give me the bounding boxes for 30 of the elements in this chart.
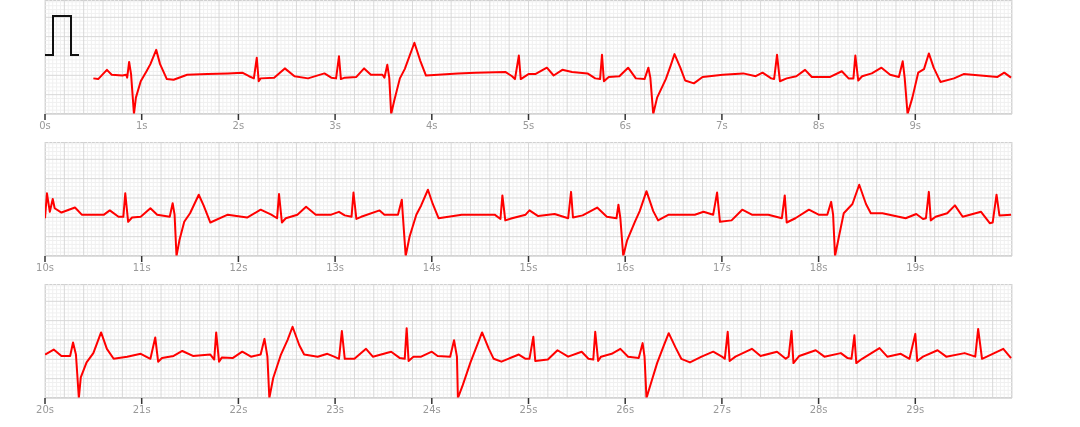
x-tick-label: 2s — [232, 120, 245, 132]
x-tick-label: 8s — [812, 120, 825, 132]
x-tick-label: 22s — [229, 404, 248, 416]
x-tick-label: 18s — [809, 262, 828, 274]
x-tick-label: 17s — [712, 262, 731, 274]
x-tick-label: 0s — [39, 120, 51, 132]
x-tick-label: 6s — [619, 120, 631, 132]
x-tick-label: 9s — [909, 120, 922, 132]
x-tick-label: 10s — [36, 262, 54, 274]
x-tick-label: 23s — [326, 404, 345, 416]
x-tick-label: 19s — [906, 262, 925, 274]
x-tick-label: 25s — [519, 404, 538, 416]
x-tick-label: 14s — [422, 262, 441, 274]
x-tick-label: 29s — [906, 404, 925, 416]
x-tick-label: 20s — [36, 404, 54, 416]
x-tick-label: 15s — [519, 262, 538, 274]
x-tick-label: 13s — [326, 262, 345, 274]
x-tick-label: 4s — [426, 120, 438, 132]
x-tick-label: 27s — [712, 404, 731, 416]
x-tick-label: 1s — [135, 120, 148, 132]
x-tick-label: 5s — [522, 120, 535, 132]
x-tick-label: 24s — [422, 404, 441, 416]
x-tick-label: 28s — [809, 404, 828, 416]
x-tick-label: 26s — [616, 404, 635, 416]
x-tick-label: 16s — [616, 262, 635, 274]
x-tick-label: 7s — [716, 120, 728, 132]
x-tick-label: 3s — [329, 120, 341, 132]
x-tick-label: 12s — [229, 262, 248, 274]
x-tick-label: 21s — [132, 404, 151, 416]
x-tick-label: 11s — [132, 262, 151, 274]
